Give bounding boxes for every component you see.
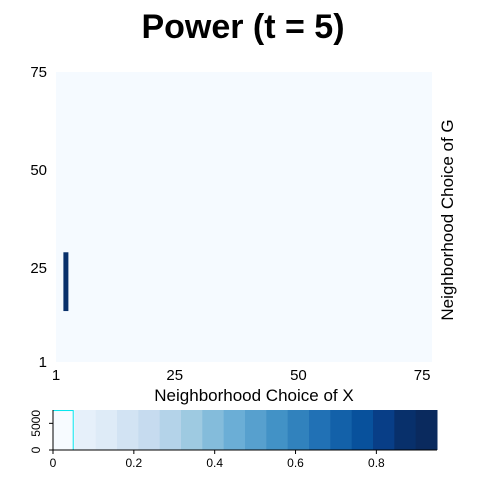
x-tick-label: 25 xyxy=(166,367,183,384)
colorbar-swatch xyxy=(394,410,417,450)
colorbar-swatch xyxy=(95,410,118,450)
colorbar-tick-label: 0.8 xyxy=(368,456,385,470)
colorbar-swatch xyxy=(415,410,438,450)
colorbar-swatch xyxy=(309,410,331,450)
x-tick-label: 50 xyxy=(290,367,307,384)
colorbar-swatch xyxy=(245,410,267,450)
y-axis-label: Neighborhood Choice of G xyxy=(438,119,457,320)
colorbar-y-tick-label: 0 xyxy=(29,446,43,453)
heatmap-background xyxy=(56,72,432,362)
colorbar-tick-label: 0 xyxy=(50,456,57,470)
x-tick-label: 1 xyxy=(52,367,60,384)
colorbar-swatch xyxy=(330,410,353,450)
y-tick-label: 50 xyxy=(30,162,47,179)
colorbar-swatch xyxy=(117,410,139,450)
y-tick-label: 25 xyxy=(30,260,47,277)
colorbar-swatch xyxy=(266,410,289,450)
colorbar-tick-label: 0.4 xyxy=(206,456,223,470)
colorbar: 0 0.2 0.4 0.6 0.8 0 5000 xyxy=(29,410,438,470)
chart-title: Power (t = 5) xyxy=(141,8,344,46)
colorbar-swatch xyxy=(138,410,161,450)
colorbar-swatch xyxy=(74,410,97,450)
heatmap-panel: 1 25 50 75 1 25 50 75 xyxy=(30,64,432,384)
colorbar-tick-label: 0.6 xyxy=(287,456,304,470)
colorbar-swatch xyxy=(373,410,395,450)
colorbar-swatch xyxy=(351,410,374,450)
y-tick-label: 75 xyxy=(30,64,47,81)
colorbar-swatch xyxy=(223,410,246,450)
y-tick-label: 1 xyxy=(39,354,47,371)
colorbar-y-tick-label: 5000 xyxy=(29,410,43,437)
colorbar-tick-label: 0.2 xyxy=(125,456,142,470)
heatmap-cell xyxy=(63,252,69,312)
colorbar-swatch xyxy=(202,410,225,450)
colorbar-swatch xyxy=(159,410,182,450)
colorbar-swatch xyxy=(53,410,75,450)
colorbar-swatch xyxy=(181,410,203,450)
x-axis-label: Neighborhood Choice of X xyxy=(154,386,353,405)
colorbar-swatch xyxy=(287,410,310,450)
x-tick-label: 75 xyxy=(414,367,431,384)
